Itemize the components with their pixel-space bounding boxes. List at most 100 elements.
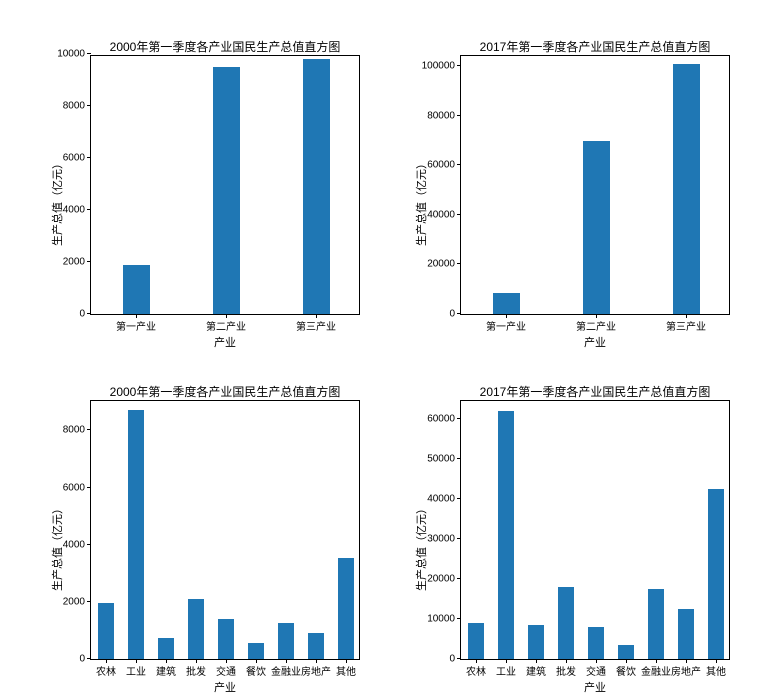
y-axis-label: 生产总值（亿元） bbox=[49, 158, 65, 246]
x-axis-label: 产业 bbox=[461, 334, 729, 350]
bar bbox=[213, 67, 240, 314]
x-tick-mark bbox=[686, 314, 687, 318]
y-tick-label: 8000 bbox=[63, 425, 91, 436]
y-tick-mark bbox=[457, 538, 461, 539]
y-tick-label: 80000 bbox=[427, 110, 461, 121]
y-tick-label: 2000 bbox=[63, 596, 91, 607]
y-tick-mark bbox=[457, 458, 461, 459]
plot-area: 2017年第一季度各产业国民生产总值直方图 生产总值（亿元） 产业 010000… bbox=[460, 400, 730, 660]
bar bbox=[528, 625, 545, 659]
bar bbox=[188, 599, 205, 659]
y-tick-label: 10000 bbox=[427, 614, 461, 625]
y-tick-label: 60000 bbox=[427, 414, 461, 425]
y-tick-mark bbox=[457, 164, 461, 165]
x-tick-mark bbox=[686, 659, 687, 663]
y-tick-mark bbox=[457, 418, 461, 419]
y-tick-mark bbox=[87, 105, 91, 106]
bar bbox=[338, 558, 355, 659]
y-tick-mark bbox=[457, 263, 461, 264]
x-axis-label: 产业 bbox=[461, 679, 729, 695]
x-tick-mark bbox=[286, 659, 287, 663]
figure: 2000年第一季度各产业国民生产总值直方图 生产总值（亿元） 产业 0 2000 4… bbox=[0, 0, 758, 697]
x-tick-mark bbox=[136, 659, 137, 663]
x-tick-mark bbox=[506, 314, 507, 318]
x-tick-mark bbox=[476, 659, 477, 663]
y-tick-mark bbox=[457, 65, 461, 66]
y-tick-mark bbox=[87, 261, 91, 262]
bar bbox=[618, 645, 635, 659]
plot-area: 2000年第一季度各产业国民生产总值直方图 生产总值（亿元） 产业 020004… bbox=[90, 400, 360, 660]
y-tick-label: 100000 bbox=[422, 61, 461, 72]
bar bbox=[648, 589, 665, 659]
x-tick-mark bbox=[226, 314, 227, 318]
y-tick-mark bbox=[457, 498, 461, 499]
y-tick-mark bbox=[457, 618, 461, 619]
x-tick-mark bbox=[536, 659, 537, 663]
bar bbox=[673, 64, 700, 314]
y-tick-label: 40000 bbox=[427, 209, 461, 220]
subplot-bottom-left: 2000年第一季度各产业国民生产总值直方图 生产总值（亿元） 产业 020004… bbox=[90, 400, 360, 660]
x-tick-mark bbox=[656, 659, 657, 663]
y-tick-label: 0 bbox=[449, 654, 461, 665]
y-tick-label: 50000 bbox=[427, 454, 461, 465]
y-tick-label: 6000 bbox=[63, 153, 91, 164]
y-tick-label: 2000 bbox=[63, 257, 91, 268]
bar bbox=[158, 638, 175, 659]
y-tick-label: 0 bbox=[79, 654, 91, 665]
x-tick-mark bbox=[106, 659, 107, 663]
y-tick-label: 0 bbox=[449, 309, 461, 320]
x-tick-mark bbox=[346, 659, 347, 663]
y-tick-mark bbox=[87, 209, 91, 210]
y-tick-mark bbox=[87, 429, 91, 430]
bar bbox=[128, 410, 145, 659]
y-tick-label: 60000 bbox=[427, 160, 461, 171]
subplot-bottom-right: 2017年第一季度各产业国民生产总值直方图 生产总值（亿元） 产业 010000… bbox=[460, 400, 730, 660]
x-tick-mark bbox=[196, 659, 197, 663]
y-tick-mark bbox=[87, 157, 91, 158]
x-axis-label: 产业 bbox=[91, 679, 359, 695]
x-tick-mark bbox=[626, 659, 627, 663]
x-tick-mark bbox=[256, 659, 257, 663]
bar bbox=[558, 587, 575, 659]
subplot-top-right: 2017年第一季度各产业国民生产总值直方图 生产总值（亿元） 产业 020000… bbox=[460, 55, 730, 315]
y-tick-mark bbox=[87, 658, 91, 659]
y-tick-label: 20000 bbox=[427, 259, 461, 270]
y-tick-label: 4000 bbox=[63, 205, 91, 216]
x-tick-mark bbox=[316, 659, 317, 663]
plot-area: 2017年第一季度各产业国民生产总值直方图 生产总值（亿元） 产业 020000… bbox=[460, 55, 730, 315]
chart-title: 2000年第一季度各产业国民生产总值直方图 bbox=[91, 38, 359, 55]
x-tick-mark bbox=[716, 659, 717, 663]
y-tick-label: 20000 bbox=[427, 574, 461, 585]
x-tick-mark bbox=[166, 659, 167, 663]
bar bbox=[303, 59, 330, 314]
y-tick-label: 30000 bbox=[427, 534, 461, 545]
bar bbox=[278, 623, 295, 659]
bar bbox=[498, 411, 515, 659]
y-tick-label: 40000 bbox=[427, 494, 461, 505]
chart-title: 2017年第一季度各产业国民生产总值直方图 bbox=[461, 383, 729, 400]
chart-title: 2017年第一季度各产业国民生产总值直方图 bbox=[461, 38, 729, 55]
plot-area: 2000年第一季度各产业国民生产总值直方图 生产总值（亿元） 产业 020004… bbox=[90, 55, 360, 315]
y-tick-mark bbox=[87, 53, 91, 54]
y-tick-label: 10000 bbox=[57, 49, 91, 60]
bar bbox=[588, 627, 605, 659]
y-tick-mark bbox=[457, 115, 461, 116]
x-tick-mark bbox=[136, 314, 137, 318]
bar bbox=[248, 643, 265, 659]
subplot-top-left: 2000年第一季度各产业国民生产总值直方图 生产总值（亿元） 产业 020004… bbox=[90, 55, 360, 315]
bar bbox=[123, 265, 150, 314]
x-tick-mark bbox=[316, 314, 317, 318]
y-tick-mark bbox=[457, 313, 461, 314]
bar bbox=[218, 619, 235, 659]
bar bbox=[98, 603, 115, 659]
chart-title: 2000年第一季度各产业国民生产总值直方图 bbox=[91, 383, 359, 400]
y-tick-mark bbox=[457, 578, 461, 579]
y-axis-label: 生产总值（亿元） bbox=[413, 158, 429, 246]
y-tick-label: 8000 bbox=[63, 101, 91, 112]
y-tick-label: 0 bbox=[79, 309, 91, 320]
y-tick-label: 6000 bbox=[63, 482, 91, 493]
x-tick-mark bbox=[566, 659, 567, 663]
y-tick-label: 4000 bbox=[63, 539, 91, 550]
bar bbox=[308, 633, 325, 659]
x-tick-mark bbox=[596, 314, 597, 318]
